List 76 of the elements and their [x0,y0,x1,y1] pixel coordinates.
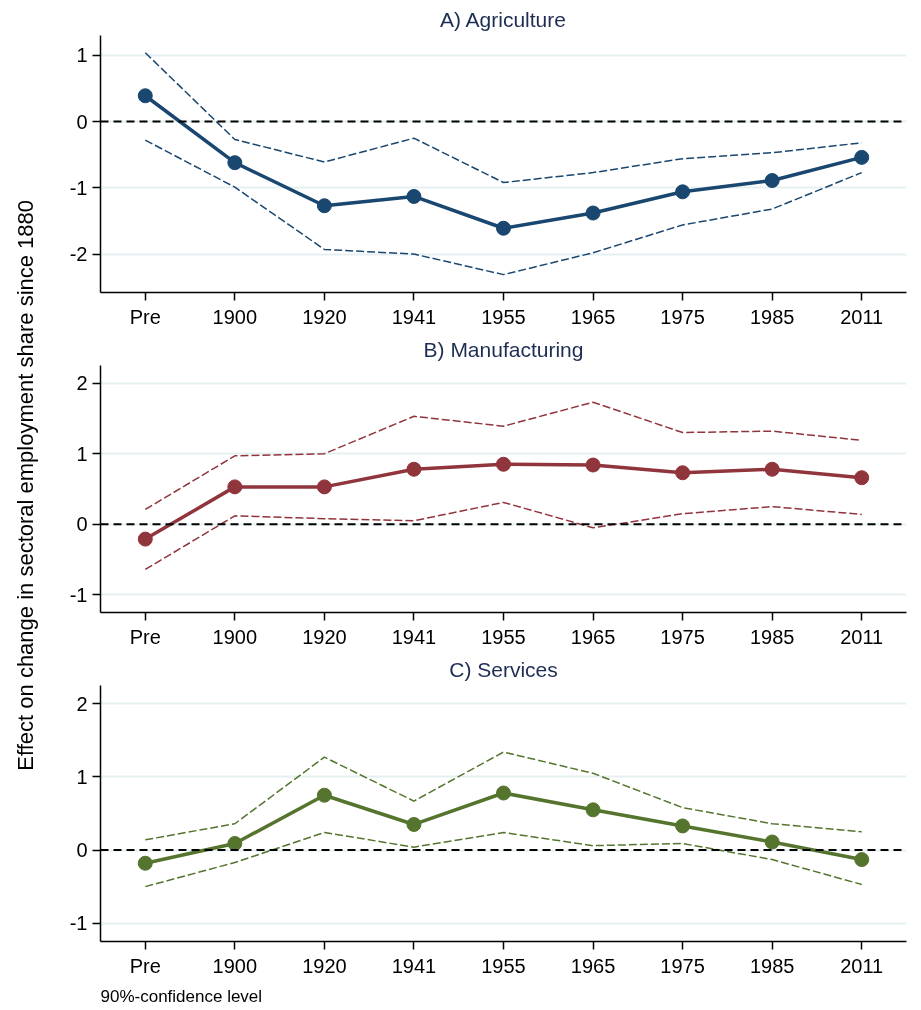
chart-title: A) Agriculture [439,7,566,31]
point [854,149,870,165]
point [406,188,422,204]
point [675,818,691,834]
point [496,785,511,801]
x-tick-label: 1965 [570,305,616,328]
y-tick-label: -1 [69,912,88,935]
x-tick-label: 1955 [481,954,526,977]
x-tick-label: 1965 [570,954,616,977]
chart-title: B) Manufacturing [423,337,584,361]
x-tick-label: 1975 [660,625,705,648]
x-tick-label: 1975 [660,954,705,977]
point [854,852,870,868]
x-tick-label: 2011 [840,954,884,977]
x-tick-label: 1985 [749,305,795,328]
point [675,184,691,200]
line-series [144,501,863,571]
x-tick-label: 1955 [481,625,526,648]
x-tick-label: 1985 [749,954,795,977]
text: 90%-confidence level [100,986,263,1006]
x-tick-label: 2011 [840,305,884,328]
y-tick-label: -2 [69,243,88,266]
y-tick-label: 0 [76,839,88,862]
point [764,834,780,850]
point [764,173,780,189]
point [585,457,601,473]
x-tick-label: 1920 [302,625,347,648]
x-tick-label: 1975 [660,305,705,328]
x-tick-label: Pre [129,954,161,977]
y-tick-label: 2 [76,692,88,715]
line-series [144,831,863,888]
y-tick-label: 1 [76,765,88,788]
point [854,470,870,486]
x-tick-label: 1941 [391,625,437,648]
x-tick-label: 1900 [212,305,258,328]
line-series [144,751,863,841]
point [764,461,780,477]
point [137,88,153,104]
point [227,836,243,851]
point [137,531,153,547]
x-tick-label: 1941 [391,305,437,328]
y-tick-label: -1 [69,176,88,199]
point [227,479,243,495]
point [406,461,422,477]
x-tick-label: 1920 [302,954,347,977]
y-tick-label: 0 [76,513,88,536]
y-axis-title: Effect on change in sectoral employment share since 1880 [12,199,38,771]
point [227,155,243,171]
point [585,205,601,221]
x-tick-label: Pre [129,305,161,328]
point [675,465,691,481]
x-tick-label: 1900 [212,954,258,977]
x-tick-label: 1955 [481,305,526,328]
line-series [144,139,863,276]
point [406,816,422,832]
point [496,456,511,472]
point [316,479,332,495]
x-tick-label: 1965 [570,625,616,648]
y-tick-label: 0 [76,110,88,133]
y-tick-label: 1 [76,44,88,67]
point [496,220,511,236]
x-tick-label: 1985 [749,625,795,648]
x-tick-label: 1920 [302,305,347,328]
y-tick-label: 2 [76,372,88,395]
line-series [144,51,863,184]
x-tick-label: 2011 [840,625,884,648]
point [137,855,153,871]
chart-title: C) Services [449,657,558,681]
point [585,802,601,818]
point [316,198,332,214]
x-tick-label: 1900 [212,625,258,648]
y-tick-label: 1 [76,442,88,465]
x-tick-label: Pre [129,625,161,648]
y-tick-label: -1 [69,583,88,606]
point [316,787,332,803]
x-tick-label: 1941 [391,954,437,977]
